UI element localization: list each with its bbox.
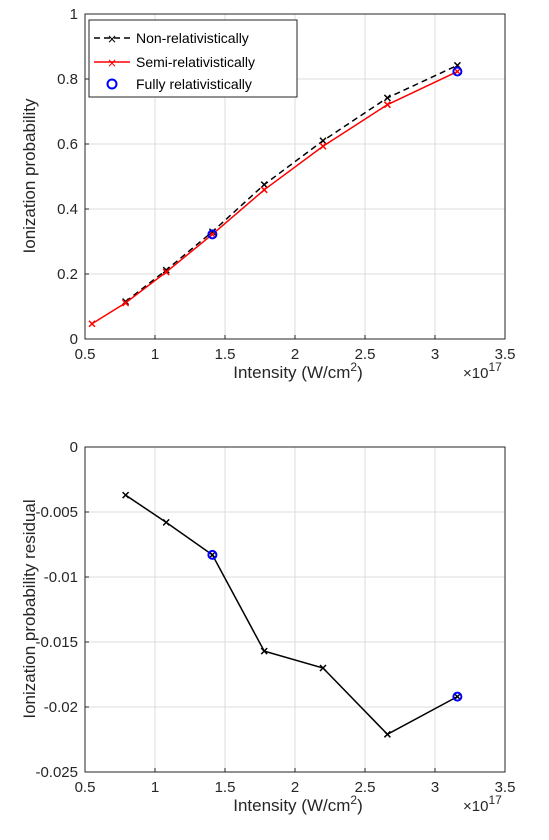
series-line (91, 70, 458, 325)
x-tick-label: 3 (431, 779, 439, 796)
data-point (260, 647, 268, 655)
y-tick-label: 1 (70, 6, 78, 23)
y-tick-label: 0 (70, 331, 78, 348)
data-point (319, 137, 327, 145)
y-tick-label: 0.2 (57, 266, 78, 283)
y-tick-label: -0.02 (44, 699, 78, 716)
data-point (122, 299, 130, 307)
x-tick-label: 2.5 (355, 779, 376, 796)
plot-ionization-probability: 0.5 1 1.5 2 2.5 3 3.5 0 0.2 0.4 0.6 0.8 1 Ionization… (20, 6, 515, 382)
data-point (319, 664, 327, 672)
x-tick-label: 2.5 (355, 346, 376, 363)
data-point (207, 549, 218, 560)
legend-label-non-relativistic: Non-relativistically (136, 30, 249, 46)
x-tick-label: 2 (291, 346, 299, 363)
y-tick-label: 0.8 (57, 71, 78, 88)
x-tick-label: 1.5 (215, 779, 236, 796)
y-tick-label: -0.015 (35, 634, 78, 651)
x-tick-label: 0.5 (75, 779, 96, 796)
data-point (88, 320, 96, 328)
x-tick-label: 1 (151, 779, 159, 796)
legend-label-fully-relativistic: Fully relativistically (136, 76, 252, 92)
legend: × Non-relativistically × Semi-relativist… (88, 19, 298, 98)
x-tick-label: 3.5 (495, 346, 516, 363)
y-tick-label: -0.025 (35, 764, 78, 781)
data-point (162, 518, 170, 526)
data-point (383, 101, 391, 109)
y-axis-label: Ionization probability (20, 98, 39, 253)
data-point (452, 66, 463, 77)
x-axis-label: Intensity (W/cm2) (233, 793, 362, 815)
data-point (260, 181, 268, 189)
data-point (207, 229, 218, 240)
plot-ionization-probability-residual: 0.5 1 1.5 2 2.5 3 3.5 -0.025 -0.02 -0.015 -0.01 -0.… (20, 439, 515, 815)
x-tick-label: 2 (291, 779, 299, 796)
data-point (162, 266, 170, 274)
data-point (452, 691, 463, 702)
series-line (125, 64, 458, 303)
tick-labels: 0.5 1 1.5 2 2.5 3 3.5 -0.025 -0.02 -0.015 -0.01 -0.… (35, 439, 515, 796)
y-tick-label: 0.4 (57, 201, 78, 218)
x-tick-label: 3 (431, 346, 439, 363)
legend-box (88, 19, 298, 98)
data-point (208, 230, 216, 238)
x-tick-label: 1.5 (215, 346, 236, 363)
x-axis-label: Intensity (W/cm2) (233, 360, 362, 382)
x-tick-label: 1 (151, 346, 159, 363)
tick-labels: 0.5 1 1.5 2 2.5 3 3.5 0 0.2 0.4 0.6 0.8 1 (57, 6, 515, 363)
data-point (453, 693, 461, 701)
legend-marker-semi-relativistic: × (107, 56, 117, 70)
data-point (260, 186, 268, 194)
legend-marker-fully-relativistic (106, 78, 118, 90)
y-tick-label: -0.01 (44, 569, 78, 586)
data-point (122, 491, 130, 499)
legend-label-semi-relativistic: Semi-relativistically (136, 54, 255, 70)
series-marks (122, 491, 463, 738)
x-axis-multiplier: ×1017 (463, 360, 502, 382)
x-tick-label: 3.5 (495, 779, 516, 796)
y-tick-label: 0 (70, 439, 78, 456)
y-axis-label: Ionization probability residual (20, 499, 39, 718)
series-marks (88, 61, 463, 328)
x-tick-label: 0.5 (75, 346, 96, 363)
data-point (453, 67, 461, 76)
y-tick-label: -0.005 (35, 504, 78, 521)
data-point (383, 94, 391, 102)
data-point (208, 551, 216, 559)
x-axis-multiplier: ×1017 (463, 793, 502, 815)
data-point (319, 142, 327, 150)
legend-marker-non-relativistic: × (107, 32, 117, 46)
data-point (162, 268, 170, 276)
grid-lines (84, 446, 506, 773)
data-point (208, 228, 216, 236)
series-line (125, 494, 458, 736)
data-point (383, 730, 391, 738)
y-tick-label: 0.6 (57, 136, 78, 153)
